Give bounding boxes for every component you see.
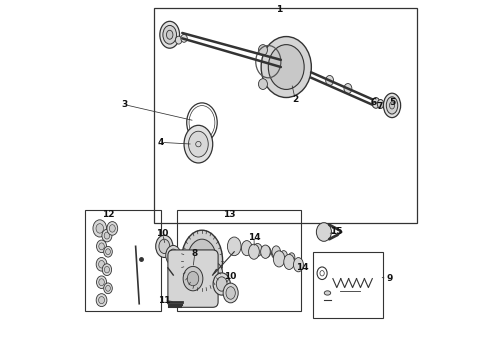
Ellipse shape: [166, 246, 181, 265]
Text: 2: 2: [292, 95, 298, 104]
Text: 4: 4: [158, 138, 164, 147]
Ellipse shape: [253, 243, 262, 256]
Ellipse shape: [181, 230, 222, 291]
Ellipse shape: [261, 245, 270, 258]
Ellipse shape: [187, 239, 217, 282]
Ellipse shape: [169, 249, 178, 262]
Ellipse shape: [226, 287, 235, 299]
Ellipse shape: [104, 246, 112, 257]
Text: 3: 3: [122, 100, 128, 109]
Ellipse shape: [272, 246, 280, 258]
Ellipse shape: [242, 240, 252, 256]
Text: 10: 10: [156, 229, 169, 238]
Ellipse shape: [104, 232, 110, 239]
Ellipse shape: [258, 45, 268, 55]
Bar: [313, 252, 383, 318]
Ellipse shape: [187, 271, 199, 286]
Ellipse shape: [271, 248, 279, 258]
Ellipse shape: [159, 239, 170, 253]
FancyBboxPatch shape: [168, 250, 218, 307]
Ellipse shape: [258, 79, 268, 89]
Text: 9: 9: [387, 274, 393, 283]
Ellipse shape: [377, 99, 384, 108]
Ellipse shape: [163, 26, 176, 44]
Ellipse shape: [98, 261, 104, 268]
Text: 14: 14: [247, 233, 260, 242]
Ellipse shape: [96, 257, 107, 271]
Ellipse shape: [262, 246, 271, 257]
Ellipse shape: [104, 283, 112, 294]
Ellipse shape: [386, 97, 398, 114]
Ellipse shape: [324, 291, 331, 295]
Ellipse shape: [175, 36, 182, 44]
Ellipse shape: [98, 297, 104, 304]
Ellipse shape: [156, 235, 173, 257]
Ellipse shape: [372, 98, 380, 108]
Ellipse shape: [289, 253, 295, 261]
Ellipse shape: [99, 279, 104, 285]
Ellipse shape: [294, 258, 303, 272]
Ellipse shape: [107, 222, 118, 235]
Text: 10: 10: [224, 272, 237, 281]
Text: 7: 7: [376, 102, 383, 111]
Ellipse shape: [206, 262, 222, 284]
Ellipse shape: [104, 266, 109, 273]
Text: 13: 13: [222, 210, 235, 219]
Ellipse shape: [106, 285, 110, 291]
Text: 6: 6: [370, 98, 376, 107]
Bar: [177, 211, 300, 311]
Ellipse shape: [223, 283, 238, 303]
Ellipse shape: [280, 251, 287, 260]
Text: 8: 8: [192, 249, 198, 258]
Text: 11: 11: [158, 296, 171, 305]
Ellipse shape: [160, 21, 179, 48]
Ellipse shape: [227, 237, 241, 256]
Ellipse shape: [97, 276, 107, 288]
Ellipse shape: [184, 125, 213, 163]
Ellipse shape: [284, 255, 294, 270]
Text: 1: 1: [276, 5, 282, 14]
Ellipse shape: [189, 131, 208, 157]
Ellipse shape: [97, 240, 107, 253]
Ellipse shape: [248, 244, 259, 259]
Ellipse shape: [213, 273, 230, 295]
Bar: [85, 211, 161, 311]
Text: 14: 14: [296, 264, 309, 273]
Text: 15: 15: [330, 228, 343, 237]
Ellipse shape: [106, 249, 110, 255]
Ellipse shape: [183, 266, 203, 291]
Text: 5: 5: [389, 98, 395, 107]
Ellipse shape: [383, 93, 401, 118]
Ellipse shape: [93, 220, 107, 237]
Ellipse shape: [390, 102, 394, 109]
Ellipse shape: [216, 277, 227, 291]
Ellipse shape: [181, 35, 187, 42]
Ellipse shape: [99, 243, 104, 250]
Text: 12: 12: [102, 210, 114, 219]
Ellipse shape: [102, 229, 112, 242]
Ellipse shape: [273, 251, 285, 267]
Bar: [153, 8, 417, 223]
Ellipse shape: [96, 224, 103, 233]
Ellipse shape: [96, 294, 107, 307]
Ellipse shape: [326, 76, 334, 86]
Ellipse shape: [261, 37, 311, 98]
Ellipse shape: [269, 45, 304, 89]
Ellipse shape: [102, 264, 112, 275]
Ellipse shape: [344, 84, 352, 94]
Ellipse shape: [109, 225, 115, 232]
Ellipse shape: [317, 223, 331, 241]
Ellipse shape: [167, 30, 173, 39]
